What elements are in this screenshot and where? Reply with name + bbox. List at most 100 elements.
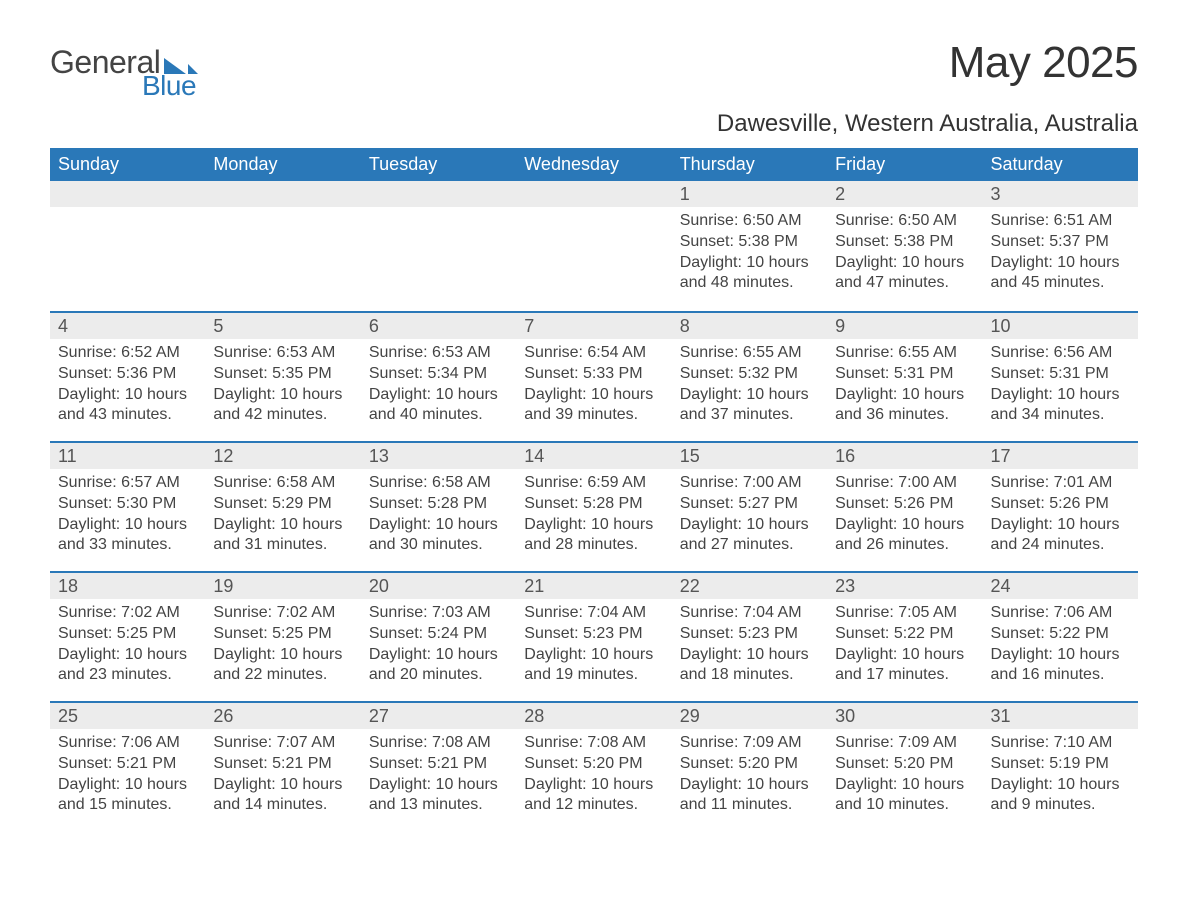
sunrise-text: Sunrise: 7:08 AM xyxy=(524,733,663,753)
day-cell: 17Sunrise: 7:01 AMSunset: 5:26 PMDayligh… xyxy=(983,443,1138,571)
sunset-text: Sunset: 5:23 PM xyxy=(680,624,819,644)
sunrise-text: Sunrise: 7:04 AM xyxy=(680,603,819,623)
daylight-text: Daylight: 10 hours and 15 minutes. xyxy=(58,775,197,815)
day-cell: 26Sunrise: 7:07 AMSunset: 5:21 PMDayligh… xyxy=(205,703,360,831)
sunset-text: Sunset: 5:37 PM xyxy=(991,232,1130,252)
day-body: Sunrise: 6:52 AMSunset: 5:36 PMDaylight:… xyxy=(50,339,205,440)
weekday-header-cell: Wednesday xyxy=(516,148,671,181)
day-body xyxy=(516,207,671,225)
daylight-text: Daylight: 10 hours and 39 minutes. xyxy=(524,385,663,425)
day-body: Sunrise: 7:01 AMSunset: 5:26 PMDaylight:… xyxy=(983,469,1138,570)
day-number: 18 xyxy=(50,573,205,599)
sunset-text: Sunset: 5:31 PM xyxy=(835,364,974,384)
day-number: 1 xyxy=(672,181,827,207)
day-body: Sunrise: 6:54 AMSunset: 5:33 PMDaylight:… xyxy=(516,339,671,440)
day-number: 17 xyxy=(983,443,1138,469)
day-body: Sunrise: 6:58 AMSunset: 5:28 PMDaylight:… xyxy=(361,469,516,570)
day-cell: 30Sunrise: 7:09 AMSunset: 5:20 PMDayligh… xyxy=(827,703,982,831)
sunrise-text: Sunrise: 6:50 AM xyxy=(835,211,974,231)
daylight-text: Daylight: 10 hours and 16 minutes. xyxy=(991,645,1130,685)
day-body: Sunrise: 6:57 AMSunset: 5:30 PMDaylight:… xyxy=(50,469,205,570)
day-number: 8 xyxy=(672,313,827,339)
sunset-text: Sunset: 5:34 PM xyxy=(369,364,508,384)
weekday-header-cell: Tuesday xyxy=(361,148,516,181)
weekday-header-row: SundayMondayTuesdayWednesdayThursdayFrid… xyxy=(50,148,1138,181)
daylight-text: Daylight: 10 hours and 45 minutes. xyxy=(991,253,1130,293)
day-cell: 20Sunrise: 7:03 AMSunset: 5:24 PMDayligh… xyxy=(361,573,516,701)
day-cell: 5Sunrise: 6:53 AMSunset: 5:35 PMDaylight… xyxy=(205,313,360,441)
sunset-text: Sunset: 5:21 PM xyxy=(58,754,197,774)
daylight-text: Daylight: 10 hours and 10 minutes. xyxy=(835,775,974,815)
day-cell: 25Sunrise: 7:06 AMSunset: 5:21 PMDayligh… xyxy=(50,703,205,831)
sunrise-text: Sunrise: 6:55 AM xyxy=(835,343,974,363)
sunset-text: Sunset: 5:28 PM xyxy=(369,494,508,514)
sunset-text: Sunset: 5:27 PM xyxy=(680,494,819,514)
sunrise-text: Sunrise: 7:01 AM xyxy=(991,473,1130,493)
day-body: Sunrise: 7:02 AMSunset: 5:25 PMDaylight:… xyxy=(50,599,205,700)
day-cell: 13Sunrise: 6:58 AMSunset: 5:28 PMDayligh… xyxy=(361,443,516,571)
logo-text-2: Blue xyxy=(142,72,198,100)
day-number xyxy=(205,181,360,207)
day-number: 13 xyxy=(361,443,516,469)
sunrise-text: Sunrise: 6:50 AM xyxy=(680,211,819,231)
day-number: 16 xyxy=(827,443,982,469)
day-number xyxy=(516,181,671,207)
day-number: 23 xyxy=(827,573,982,599)
week-row: 18Sunrise: 7:02 AMSunset: 5:25 PMDayligh… xyxy=(50,571,1138,701)
daylight-text: Daylight: 10 hours and 40 minutes. xyxy=(369,385,508,425)
daylight-text: Daylight: 10 hours and 36 minutes. xyxy=(835,385,974,425)
daylight-text: Daylight: 10 hours and 24 minutes. xyxy=(991,515,1130,555)
sunrise-text: Sunrise: 7:04 AM xyxy=(524,603,663,623)
sunset-text: Sunset: 5:36 PM xyxy=(58,364,197,384)
day-body: Sunrise: 7:05 AMSunset: 5:22 PMDaylight:… xyxy=(827,599,982,700)
sunset-text: Sunset: 5:25 PM xyxy=(213,624,352,644)
day-cell: 4Sunrise: 6:52 AMSunset: 5:36 PMDaylight… xyxy=(50,313,205,441)
sunrise-text: Sunrise: 6:51 AM xyxy=(991,211,1130,231)
day-body: Sunrise: 7:08 AMSunset: 5:21 PMDaylight:… xyxy=(361,729,516,830)
day-body: Sunrise: 7:02 AMSunset: 5:25 PMDaylight:… xyxy=(205,599,360,700)
logo: General Blue xyxy=(50,46,198,100)
sunrise-text: Sunrise: 6:54 AM xyxy=(524,343,663,363)
daylight-text: Daylight: 10 hours and 26 minutes. xyxy=(835,515,974,555)
day-body: Sunrise: 6:53 AMSunset: 5:35 PMDaylight:… xyxy=(205,339,360,440)
day-number: 24 xyxy=(983,573,1138,599)
day-number: 26 xyxy=(205,703,360,729)
sunrise-text: Sunrise: 6:59 AM xyxy=(524,473,663,493)
day-body: Sunrise: 6:55 AMSunset: 5:32 PMDaylight:… xyxy=(672,339,827,440)
day-number: 25 xyxy=(50,703,205,729)
day-cell: 2Sunrise: 6:50 AMSunset: 5:38 PMDaylight… xyxy=(827,181,982,311)
sunset-text: Sunset: 5:33 PM xyxy=(524,364,663,384)
weekday-header-cell: Sunday xyxy=(50,148,205,181)
daylight-text: Daylight: 10 hours and 37 minutes. xyxy=(680,385,819,425)
sunset-text: Sunset: 5:31 PM xyxy=(991,364,1130,384)
day-number xyxy=(361,181,516,207)
day-number: 21 xyxy=(516,573,671,599)
day-number: 3 xyxy=(983,181,1138,207)
sunset-text: Sunset: 5:21 PM xyxy=(213,754,352,774)
day-cell: 16Sunrise: 7:00 AMSunset: 5:26 PMDayligh… xyxy=(827,443,982,571)
sunrise-text: Sunrise: 7:02 AM xyxy=(213,603,352,623)
day-body xyxy=(50,207,205,225)
day-body: Sunrise: 6:50 AMSunset: 5:38 PMDaylight:… xyxy=(827,207,982,308)
day-number: 15 xyxy=(672,443,827,469)
sunrise-text: Sunrise: 6:56 AM xyxy=(991,343,1130,363)
daylight-text: Daylight: 10 hours and 19 minutes. xyxy=(524,645,663,685)
calendar: SundayMondayTuesdayWednesdayThursdayFrid… xyxy=(50,148,1138,831)
day-cell: 7Sunrise: 6:54 AMSunset: 5:33 PMDaylight… xyxy=(516,313,671,441)
sunset-text: Sunset: 5:38 PM xyxy=(680,232,819,252)
day-number: 12 xyxy=(205,443,360,469)
daylight-text: Daylight: 10 hours and 30 minutes. xyxy=(369,515,508,555)
day-number: 20 xyxy=(361,573,516,599)
day-number: 2 xyxy=(827,181,982,207)
day-body: Sunrise: 7:09 AMSunset: 5:20 PMDaylight:… xyxy=(672,729,827,830)
day-body: Sunrise: 6:56 AMSunset: 5:31 PMDaylight:… xyxy=(983,339,1138,440)
calendar-body: 1Sunrise: 6:50 AMSunset: 5:38 PMDaylight… xyxy=(50,181,1138,831)
daylight-text: Daylight: 10 hours and 18 minutes. xyxy=(680,645,819,685)
day-body: Sunrise: 6:55 AMSunset: 5:31 PMDaylight:… xyxy=(827,339,982,440)
day-cell: 11Sunrise: 6:57 AMSunset: 5:30 PMDayligh… xyxy=(50,443,205,571)
day-number: 10 xyxy=(983,313,1138,339)
daylight-text: Daylight: 10 hours and 14 minutes. xyxy=(213,775,352,815)
day-body: Sunrise: 7:04 AMSunset: 5:23 PMDaylight:… xyxy=(516,599,671,700)
day-cell: 8Sunrise: 6:55 AMSunset: 5:32 PMDaylight… xyxy=(672,313,827,441)
sunset-text: Sunset: 5:35 PM xyxy=(213,364,352,384)
